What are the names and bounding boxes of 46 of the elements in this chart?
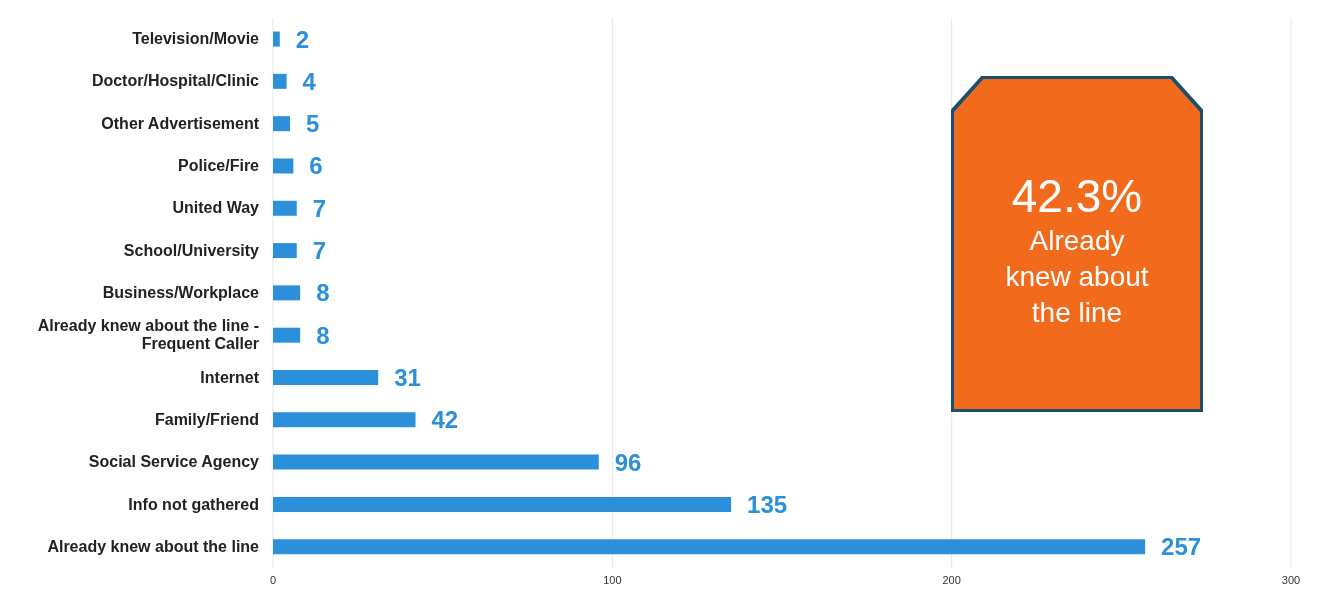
- data-label: 42: [431, 406, 459, 434]
- bar: [273, 243, 297, 259]
- data-label: 8: [316, 321, 330, 349]
- bar: [273, 31, 280, 47]
- annotation: Already knew about the line: [1004, 224, 1150, 330]
- bar: [273, 496, 732, 512]
- bar: [273, 412, 416, 428]
- bar: [273, 327, 301, 343]
- y-tick-label: Other Advertisement: [101, 114, 260, 132]
- y-tick-label: Business/Workplace: [102, 284, 260, 301]
- y-tick-label: Police/Fire: [178, 157, 260, 175]
- data-label: 135: [747, 490, 788, 518]
- x-tick-label: 100: [603, 573, 622, 586]
- bar: [273, 454, 599, 470]
- data-label: 8: [316, 279, 330, 307]
- callout-box: 42.3% Already knew about the line: [951, 76, 1203, 412]
- y-tick-label: Social Service Agency: [88, 453, 260, 471]
- x-tick-label: 0: [269, 573, 277, 586]
- bar: [273, 370, 379, 385]
- data-label: 5: [305, 110, 320, 138]
- x-tick-label: 200: [942, 573, 961, 586]
- y-tick-label: School/University: [123, 241, 260, 259]
- data-label: 257: [1161, 533, 1202, 561]
- y-tick-label: Internet: [200, 368, 260, 386]
- data-label: 2: [295, 25, 310, 53]
- data-label: 7: [312, 237, 327, 265]
- y-tick-label: Info not gathered: [128, 495, 259, 513]
- y-tick-label: Doctor/Hospital/Clinic: [91, 72, 260, 90]
- y-tick-label: United Way: [172, 199, 260, 217]
- bar: [273, 158, 294, 174]
- y-tick-label: Already knew about the line: [47, 537, 260, 555]
- bar: [273, 285, 301, 301]
- data-label: 7: [312, 194, 327, 222]
- data-label: 31: [394, 364, 421, 392]
- bar: [273, 73, 287, 89]
- data-label: 6: [309, 152, 323, 180]
- y-tick-label: Already knew about the line - Frequent Caller: [37, 317, 259, 353]
- x-tick-label: 300: [1281, 573, 1301, 586]
- bar: [273, 116, 290, 132]
- annotation: 42.3%: [1011, 169, 1143, 223]
- data-label: 96: [614, 448, 642, 476]
- data-label: 4: [302, 67, 317, 95]
- y-tick-label: Family/Friend: [154, 410, 259, 428]
- bar: [273, 539, 1146, 555]
- y-tick-label: Television/Movie: [132, 30, 260, 48]
- bar: [273, 200, 297, 216]
